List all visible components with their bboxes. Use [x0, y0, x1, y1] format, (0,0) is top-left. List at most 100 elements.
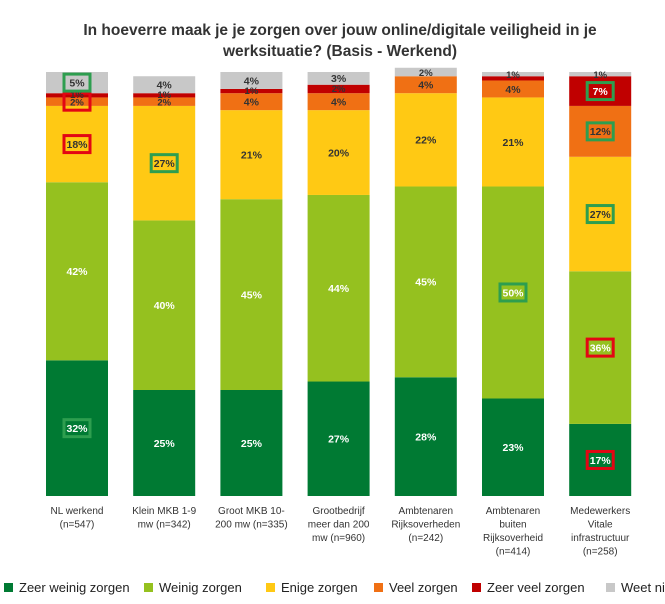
legend-swatch: [472, 583, 481, 592]
data-label: 4%: [157, 80, 173, 92]
category-label: buiten: [499, 520, 526, 531]
highlight-box: [62, 72, 92, 93]
bar-segment: [133, 220, 196, 390]
category-label: meer dan 200: [308, 520, 370, 531]
data-label: 7%: [593, 86, 609, 98]
category-label: mw (n=960): [312, 533, 365, 544]
bar-segment: [569, 271, 632, 424]
bar-segment: [569, 423, 632, 496]
bar-segment: [220, 93, 283, 111]
data-label: 20%: [328, 147, 350, 159]
legend-item: Weet niet: [606, 580, 665, 595]
chart-title-line-2: werksituatie? (Basis - Werkend): [222, 43, 457, 60]
category-label: (n=258): [583, 547, 618, 558]
data-label: 12%: [590, 126, 612, 138]
data-label: 2%: [70, 97, 84, 108]
bar-segment: [46, 93, 108, 98]
bar-segment: [394, 93, 457, 187]
data-label: 18%: [66, 139, 88, 151]
bar-segment: [569, 105, 632, 157]
bar-segment: [133, 97, 196, 106]
data-label: 4%: [244, 75, 260, 87]
category-label: Rijksoverheid: [483, 533, 543, 544]
category-label: Rijksoverheden: [391, 520, 460, 531]
category-label: (n=414): [496, 547, 531, 558]
bar-segment: [307, 194, 370, 382]
bar-segment: [394, 377, 457, 496]
data-label: 28%: [415, 431, 437, 443]
stacked-bar-chart: 32%42%18%2%1%5%NL werkend(n=547)25%40%27…: [46, 67, 632, 558]
legend-item: Veel zorgen: [374, 580, 458, 595]
legend-swatch: [374, 583, 383, 592]
highlight-box: [585, 449, 615, 470]
bar-segment: [46, 72, 108, 94]
category-label: Ambtenaren: [399, 506, 453, 517]
highlight-box: [585, 81, 615, 102]
data-label: 2%: [419, 68, 433, 79]
data-label: 23%: [502, 442, 524, 454]
bar-segment: [307, 93, 370, 111]
data-label: 1%: [70, 90, 84, 101]
category-label: Klein MKB 1-9: [132, 506, 196, 517]
data-label: 21%: [241, 149, 263, 161]
data-label: 3%: [331, 73, 347, 85]
bar-segment: [482, 97, 544, 187]
legend-label: Weet niet: [621, 580, 665, 595]
bar-segment: [133, 390, 196, 496]
category-label: Ambtenaren: [486, 506, 540, 517]
highlight-box: [585, 204, 615, 225]
legend-label: Enige zorgen: [281, 580, 358, 595]
highlight-box: [62, 134, 92, 155]
data-label: 1%: [506, 70, 520, 81]
data-label: 2%: [332, 84, 346, 95]
data-label: 1%: [245, 86, 259, 97]
data-label: 25%: [154, 438, 176, 450]
data-label: 36%: [590, 342, 612, 354]
bar-segment: [220, 199, 283, 390]
bar-segment: [307, 110, 370, 195]
bar-segment: [394, 76, 457, 94]
data-label: 32%: [66, 423, 88, 435]
data-label: 50%: [502, 287, 524, 299]
bar-segment: [46, 105, 108, 183]
data-label: 27%: [590, 209, 612, 221]
data-label: 4%: [331, 96, 347, 108]
legend-swatch: [144, 583, 153, 592]
data-label: 45%: [415, 277, 437, 289]
data-label: 4%: [418, 80, 434, 92]
category-label: 200 mw (n=335): [215, 520, 288, 531]
data-label: 45%: [241, 289, 263, 301]
bar-segment: [482, 186, 544, 399]
bar-segment: [482, 72, 544, 77]
category-label: Grootbedrijf: [312, 506, 364, 517]
legend-label: Zeer weinig zorgen: [19, 580, 130, 595]
legend-label: Zeer veel zorgen: [487, 580, 585, 595]
legend-swatch: [266, 583, 275, 592]
data-label: 17%: [590, 455, 612, 467]
data-label: 44%: [328, 283, 350, 295]
legend-label: Weinig zorgen: [159, 580, 242, 595]
highlight-box: [585, 121, 615, 142]
data-label: 25%: [241, 438, 263, 450]
highlight-box: [62, 91, 92, 112]
bar-segment: [133, 76, 196, 94]
category-label: (n=547): [60, 520, 95, 531]
bar-segment: [307, 72, 370, 85]
category-label: NL werkend: [51, 506, 104, 517]
bar-segment: [46, 97, 108, 106]
data-label: 2%: [157, 97, 171, 108]
bar-segment: [46, 360, 108, 496]
legend-item: Zeer weinig zorgen: [4, 580, 130, 595]
data-label: 40%: [154, 300, 176, 312]
bar-segment: [220, 390, 283, 496]
bar-segment: [569, 156, 632, 272]
category-label: Vitale: [588, 520, 613, 531]
chart-title-line-1: In hoeverre maak je je zorgen over jouw …: [83, 22, 597, 39]
legend-swatch: [606, 583, 615, 592]
legend-swatch: [4, 583, 13, 592]
bar-segment: [482, 80, 544, 98]
bar-segment: [133, 105, 196, 221]
chart-title: In hoeverre maak je je zorgen over jouw …: [40, 20, 640, 62]
category-label: Groot MKB 10-: [218, 506, 285, 517]
bar-segment: [220, 72, 283, 89]
